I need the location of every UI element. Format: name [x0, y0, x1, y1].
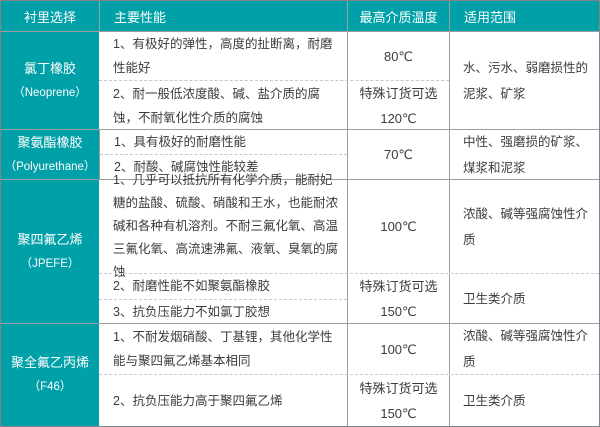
temperature-value: 150℃	[380, 304, 417, 319]
header-max-medium-temperature: 最高介质温度	[347, 1, 449, 31]
table-row-f46: 聚全氟乙丙烯 （F46） 1、不耐发烟硝酸、丁基锂，其他化学性能与聚四氟乙烯基本…	[1, 323, 599, 426]
performance-item: 2、耐酸、碱腐蚀性能较差	[100, 154, 347, 179]
performance-cell-group: 2、耐磨性能不如聚氨酯橡胶 3、抗负压能力不如氯丁胶想	[99, 274, 347, 324]
header-lining-selection: 衬里选择	[23, 9, 76, 25]
performance-cell: 1、几乎可以抵抗所有化学介质，能耐妃糖的盐酸、硫酸、硝酸和王水，也能耐浓碱和各种…	[113, 173, 339, 279]
f46-subrows: 1、不耐发烟硝酸、丁基锂，其他化学性能与聚四氟乙烯基本相同 100℃ 浓酸、碱等…	[99, 324, 599, 426]
material-code: （Polyurethane）	[4, 160, 96, 173]
temperature-cell: 100℃	[347, 180, 449, 273]
material-name: 聚全氟乙丙烯	[10, 355, 89, 370]
temperature-value: 150℃	[380, 405, 417, 421]
scope-cell: 卫生类介质	[449, 375, 599, 426]
table-header-row: 衬里选择 主要性能 最高介质温度 适用范围	[1, 1, 599, 31]
header-main-performance: 主要性能	[99, 1, 347, 31]
performance-cell: 2、耐一般低浓度酸、碱、盐介质的腐蚀，不耐氧化性介质的腐蚀	[113, 87, 320, 125]
temperature-cell: 特殊订货可选 120℃	[347, 81, 449, 131]
material-cell-ptfe: 聚四氟乙烯 （JPEFE）	[1, 180, 99, 323]
material-code: （JPEFE）	[20, 257, 80, 270]
temperature-cell: 80℃	[347, 32, 449, 80]
temperature-cell: 特殊订货可选 150℃	[347, 274, 449, 324]
performance-cell-group: 1、具有极好的耐磨性能 2、耐酸、碱腐蚀性能较差	[99, 130, 347, 179]
performance-cell: 1、有极好的弹性，高度的扯断离，耐磨性能好	[113, 37, 333, 75]
performance-cell: 2、抗负压能力高于聚四氟乙烯	[113, 393, 283, 408]
material-code: （F46）	[28, 381, 72, 393]
table-row-polyurethane: 聚氨酯橡胶 （Polyurethane） 1、具有极好的耐磨性能 2、耐酸、碱腐…	[1, 129, 599, 179]
temperature-cell: 100℃	[347, 324, 449, 374]
material-name: 聚氨酯橡胶	[17, 134, 83, 150]
material-cell-f46: 聚全氟乙丙烯 （F46）	[1, 324, 99, 426]
temperature-note: 特殊订货可选	[359, 86, 438, 101]
temperature-value: 120℃	[380, 111, 417, 126]
scope-cell: 中性、强磨损的矿浆、煤浆和泥浆	[449, 130, 599, 179]
material-cell-polyurethane: 聚氨酯橡胶 （Polyurethane）	[1, 130, 99, 179]
material-code: （Neoprene）	[13, 86, 87, 99]
scope-cell: 卫生类介质	[449, 274, 599, 324]
header-applicable-scope: 适用范围	[449, 1, 599, 31]
material-name: 氯丁橡胶	[23, 60, 76, 76]
ptfe-subrows: 1、几乎可以抵抗所有化学介质，能耐妃糖的盐酸、硫酸、硝酸和王水，也能耐浓碱和各种…	[99, 173, 599, 324]
temperature-cell: 特殊订货可选 150℃	[347, 375, 449, 426]
scope-cell: 浓酸、碱等强腐蚀性介质	[449, 324, 599, 374]
scope-cell: 浓酸、碱等强腐蚀性介质	[449, 180, 599, 273]
material-name: 聚四氟乙烯	[17, 231, 83, 247]
performance-cell: 1、不耐发烟硝酸、丁基锂，其他化学性能与聚四氟乙烯基本相同	[113, 330, 333, 368]
performance-item: 1、具有极好的耐磨性能	[114, 135, 246, 149]
temperature-cell: 70℃	[347, 130, 449, 179]
table-row-neoprene: 氯丁橡胶 （Neoprene） 1、有极好的弹性，高度的扯断离，耐磨性能好 80…	[1, 31, 599, 131]
neoprene-subrows: 1、有极好的弹性，高度的扯断离，耐磨性能好 80℃ 2、耐一般低浓度酸、碱、盐介…	[99, 32, 449, 131]
temperature-note: 特殊订货可选	[359, 380, 438, 396]
scope-cell: 水、污水、弱磨损性的泥浆、矿浆	[449, 32, 599, 129]
performance-item: 3、抗负压能力不如氯丁胶想	[99, 298, 347, 325]
performance-item: 2、耐磨性能不如聚氨酯橡胶	[113, 279, 270, 294]
temperature-note: 特殊订货可选	[359, 279, 438, 294]
material-cell-neoprene: 氯丁橡胶 （Neoprene）	[1, 32, 99, 129]
table-row-ptfe: 聚四氟乙烯 （JPEFE） 1、几乎可以抵抗所有化学介质，能耐妃糖的盐酸、硫酸、…	[1, 173, 599, 324]
